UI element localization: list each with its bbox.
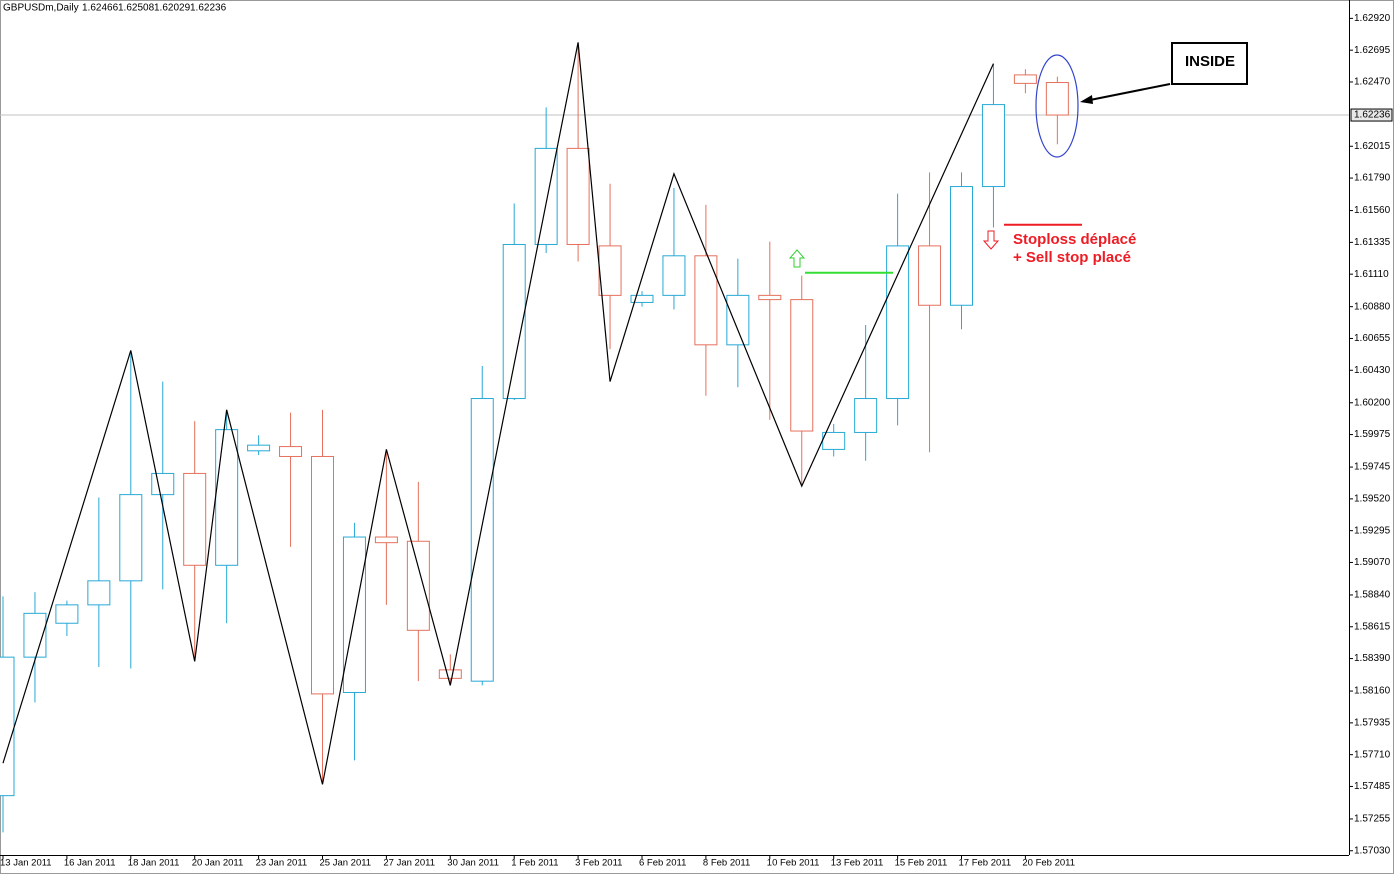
candle-body xyxy=(598,245,622,296)
y-tick-label: 1.62695 xyxy=(1354,45,1391,56)
x-tick-label: 20 Jan 2011 xyxy=(192,858,244,869)
x-tick-label: 23 Jan 2011 xyxy=(256,858,308,869)
x-tick-label: 15 Feb 2011 xyxy=(895,858,948,869)
candle-body xyxy=(119,494,143,582)
x-tick-label: 10 Feb 2011 xyxy=(767,858,820,869)
candle-body xyxy=(438,669,462,679)
y-tick-label: 1.57030 xyxy=(1354,845,1391,856)
candle-body xyxy=(311,455,334,695)
y-tick-label: 1.60880 xyxy=(1354,301,1391,312)
x-tick-label: 20 Feb 2011 xyxy=(1022,858,1075,869)
y-tick-label: 1.61560 xyxy=(1354,205,1391,216)
x-tick-label: 16 Jan 2011 xyxy=(64,858,116,869)
x-tick-label: 13 Feb 2011 xyxy=(831,858,884,869)
y-tick-label: 1.60430 xyxy=(1354,365,1391,376)
y-tick-label: 1.57935 xyxy=(1354,718,1391,729)
candle-body xyxy=(566,147,590,245)
current-price-box xyxy=(1350,108,1393,122)
y-tick-label: 1.61790 xyxy=(1354,173,1391,184)
buy-arrow xyxy=(788,249,806,268)
x-tick-label: 30 Jan 2011 xyxy=(447,858,499,869)
candle-body xyxy=(758,294,782,301)
header-close: 1.62236 xyxy=(190,3,227,14)
x-tick-label: 1 Feb 2011 xyxy=(511,858,558,869)
current-price-label: 1.62236 xyxy=(1354,110,1391,121)
x-tick-label: 3 Feb 2011 xyxy=(575,858,622,869)
candle-body xyxy=(1045,82,1069,116)
sell-arrow xyxy=(982,230,1000,250)
candle-body xyxy=(822,431,846,450)
x-tick-label: 13 Jan 2011 xyxy=(0,858,52,869)
y-tick-label: 1.57255 xyxy=(1354,814,1391,825)
annotation-arrow xyxy=(1089,83,1171,101)
candle-body xyxy=(279,446,303,457)
candle-body xyxy=(55,604,79,624)
y-tick-label: 1.62015 xyxy=(1354,141,1391,152)
candle-body xyxy=(662,255,686,296)
y-tick-label: 1.61110 xyxy=(1354,269,1389,280)
header-high: 1.62508 xyxy=(118,3,155,14)
candle-body xyxy=(694,255,718,346)
candle-body xyxy=(215,429,239,566)
header-open: 1.62466 xyxy=(82,3,119,14)
x-tick-label: 6 Feb 2011 xyxy=(639,858,686,869)
y-tick-label: 1.61335 xyxy=(1354,237,1391,248)
chart-title: GBPUSDm,Daily xyxy=(3,3,79,14)
candle-body xyxy=(1013,74,1037,84)
candle-body xyxy=(502,243,526,400)
header-low: 1.62029 xyxy=(154,3,191,14)
y-tick-label: 1.59520 xyxy=(1354,494,1391,505)
y-tick-label: 1.59975 xyxy=(1354,429,1391,440)
annotation-box-text: INSIDE xyxy=(1185,53,1235,70)
y-tick-label: 1.57485 xyxy=(1354,781,1391,792)
candle-body xyxy=(726,294,750,346)
x-tick-label: 17 Feb 2011 xyxy=(959,858,1012,869)
x-tick-label: 8 Feb 2011 xyxy=(703,858,750,869)
candle-body xyxy=(790,299,814,432)
y-tick-label: 1.59070 xyxy=(1354,557,1391,568)
annotation-box xyxy=(1171,42,1248,85)
y-tick-label: 1.60200 xyxy=(1354,397,1391,408)
y-tick-label: 1.60655 xyxy=(1354,333,1391,344)
candle-body xyxy=(630,294,654,303)
candle-body xyxy=(247,444,271,452)
y-tick-label: 1.58390 xyxy=(1354,653,1391,664)
y-tick-label: 1.58615 xyxy=(1354,621,1391,632)
candle-body xyxy=(406,540,430,631)
x-tick-label: 27 Jan 2011 xyxy=(383,858,435,869)
note-line: Stoploss déplacé xyxy=(1013,231,1136,248)
candle-body xyxy=(183,472,207,566)
x-tick-label: 25 Jan 2011 xyxy=(320,858,372,869)
note-line: + Sell stop placé xyxy=(1013,249,1131,266)
candle-body xyxy=(470,398,494,682)
y-tick-label: 1.62920 xyxy=(1354,13,1391,24)
x-tick-label: 18 Jan 2011 xyxy=(128,858,180,869)
candle-body xyxy=(0,656,15,797)
y-tick-label: 1.57710 xyxy=(1354,749,1391,760)
highlight-ellipse xyxy=(1035,54,1079,158)
candle-body xyxy=(918,245,942,306)
y-tick-label: 1.58840 xyxy=(1354,590,1391,601)
candle-body xyxy=(981,104,1005,188)
y-tick-label: 1.58160 xyxy=(1354,686,1391,697)
annotation-arrowhead xyxy=(1080,95,1093,104)
candle-body xyxy=(23,612,47,658)
zigzag-line xyxy=(2,42,994,785)
candle-body xyxy=(374,536,398,544)
candle-body xyxy=(87,580,111,606)
y-tick-label: 1.59745 xyxy=(1354,462,1391,473)
candle-body xyxy=(854,398,878,433)
candle-body xyxy=(886,245,910,400)
y-tick-label: 1.59295 xyxy=(1354,525,1391,536)
y-tick-label: 1.62470 xyxy=(1354,77,1391,88)
candle-body xyxy=(151,472,175,496)
candle-body xyxy=(950,186,973,306)
